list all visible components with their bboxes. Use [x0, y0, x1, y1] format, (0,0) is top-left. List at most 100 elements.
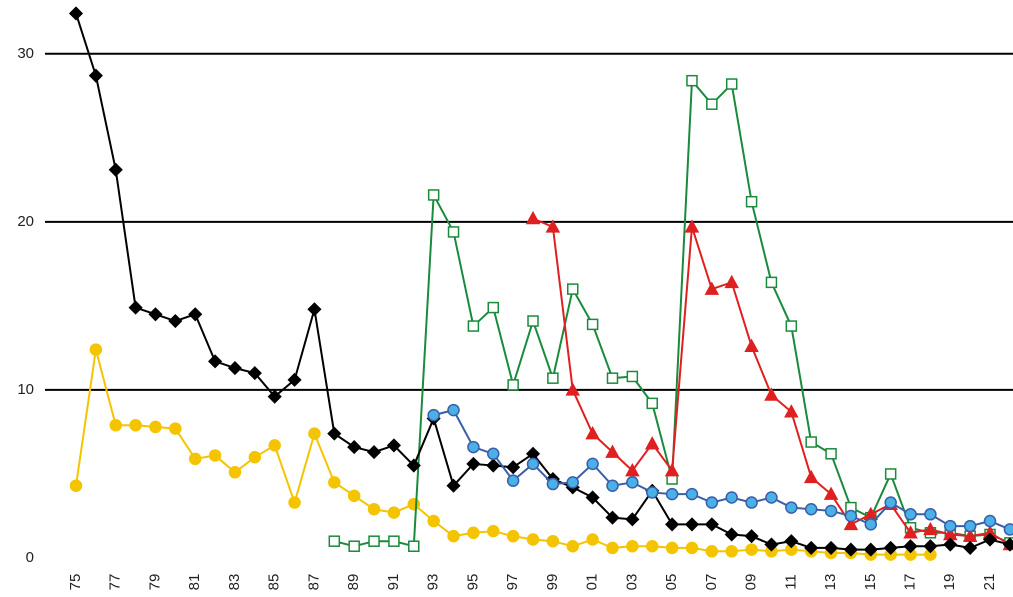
marker: [447, 403, 460, 417]
marker: [208, 354, 223, 369]
marker: [546, 477, 560, 491]
x-tick-label: 21: [981, 574, 998, 591]
marker: [704, 517, 719, 532]
marker: [387, 506, 401, 519]
marker: [645, 486, 659, 499]
marker: [188, 452, 202, 466]
marker: [88, 68, 103, 83]
marker: [883, 540, 898, 555]
marker: [805, 436, 817, 448]
marker: [328, 476, 341, 489]
marker: [765, 491, 778, 504]
marker: [247, 366, 262, 381]
marker: [745, 496, 758, 509]
y-tick-label: 0: [26, 549, 34, 566]
marker: [843, 516, 859, 531]
marker: [567, 283, 579, 295]
marker: [626, 539, 639, 553]
marker: [744, 338, 759, 352]
marker: [705, 496, 719, 509]
series-line: [433, 408, 1011, 531]
marker: [684, 219, 700, 233]
marker: [128, 300, 143, 315]
marker: [665, 541, 679, 555]
marker: [785, 320, 798, 332]
marker: [963, 540, 978, 555]
marker: [725, 545, 738, 558]
y-tick-label: 30: [17, 45, 34, 62]
marker: [467, 526, 480, 540]
marker: [327, 426, 342, 441]
marker: [625, 512, 640, 527]
x-tick-label: 83: [226, 574, 243, 591]
marker: [109, 418, 122, 432]
marker: [406, 458, 421, 473]
marker: [1003, 523, 1013, 536]
marker: [287, 372, 302, 387]
marker: [645, 539, 659, 553]
x-tick-label: 19: [941, 574, 958, 591]
marker: [804, 503, 818, 516]
x-tick-label: 75: [67, 574, 84, 591]
marker: [704, 281, 720, 295]
y-tick-label: 10: [17, 381, 34, 398]
marker: [566, 539, 579, 553]
marker: [605, 444, 620, 458]
marker: [785, 501, 798, 514]
marker: [924, 508, 937, 521]
marker: [823, 540, 839, 555]
marker: [347, 489, 361, 503]
x-tick-label: 11: [782, 574, 799, 590]
marker: [665, 517, 680, 532]
marker: [745, 195, 758, 208]
x-tick-label: 07: [703, 574, 720, 591]
x-tick-label: 97: [504, 574, 521, 591]
marker: [486, 458, 501, 473]
x-tick-label: 17: [902, 574, 919, 591]
marker: [903, 525, 918, 539]
marker: [586, 318, 599, 331]
x-tick-label: 85: [266, 574, 283, 591]
marker: [427, 408, 440, 422]
y-tick-label: 20: [17, 213, 34, 230]
marker: [725, 491, 738, 504]
marker: [267, 389, 282, 404]
marker: [308, 427, 321, 440]
marker: [923, 521, 938, 536]
x-tick-label: 79: [146, 574, 163, 591]
marker: [408, 540, 420, 552]
marker: [745, 543, 758, 556]
marker: [506, 529, 520, 543]
marker: [366, 445, 382, 460]
marker: [506, 474, 520, 487]
marker: [148, 307, 163, 322]
marker: [228, 466, 242, 479]
marker: [963, 519, 977, 533]
marker: [824, 504, 838, 518]
x-tick-label: 99: [544, 574, 561, 591]
marker: [705, 545, 719, 558]
marker: [863, 542, 878, 557]
marker: [686, 74, 698, 87]
marker: [803, 469, 819, 484]
marker: [764, 537, 779, 552]
marker: [545, 219, 561, 233]
marker: [765, 276, 778, 289]
marker: [129, 418, 142, 432]
marker: [1002, 537, 1013, 552]
marker: [467, 320, 480, 332]
marker: [427, 514, 440, 528]
marker: [724, 527, 739, 542]
marker: [784, 534, 799, 549]
marker: [447, 226, 460, 238]
marker: [69, 479, 83, 492]
marker: [446, 478, 461, 493]
marker: [168, 313, 183, 329]
marker: [585, 426, 600, 440]
marker: [526, 533, 540, 546]
marker: [605, 510, 620, 525]
marker: [843, 542, 858, 557]
marker: [724, 274, 739, 289]
marker: [626, 476, 639, 489]
marker: [108, 162, 123, 177]
